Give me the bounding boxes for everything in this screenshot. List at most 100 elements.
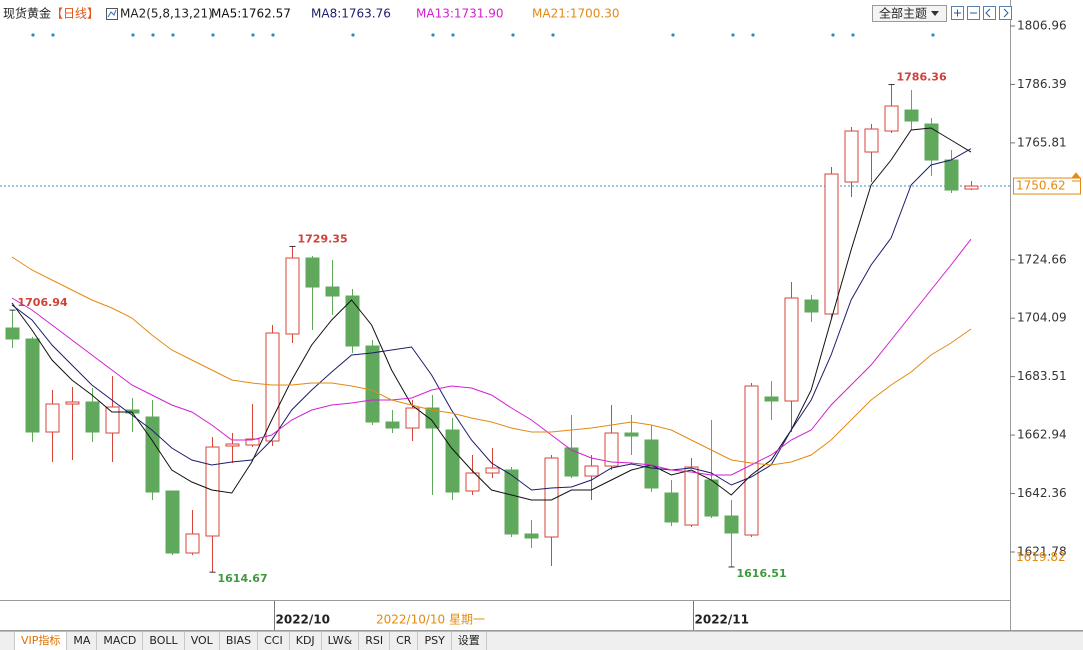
candle-down [325, 286, 340, 297]
candle-up [65, 401, 80, 405]
legend-entry: MA13:1731.90 [416, 7, 504, 21]
ma-line [11, 256, 972, 466]
y-tick-label: 1724.66 [1017, 252, 1067, 266]
dropdown-arrow [931, 11, 939, 16]
indicator-tab[interactable]: RSI [359, 632, 391, 650]
candle-up [285, 257, 300, 335]
y-tick-label: 1786.39 [1017, 77, 1067, 91]
candle-up [544, 457, 559, 538]
candle-up [105, 406, 120, 434]
y-tick-label: 1683.51 [1017, 369, 1067, 383]
candle-up [604, 432, 619, 467]
indicator-tab[interactable]: MACD [97, 632, 144, 650]
candle-down [724, 515, 739, 534]
legend-entry: MA5:1762.57 [211, 7, 291, 21]
y-tick-label: 1662.94 [1017, 428, 1067, 442]
candle-down [664, 492, 679, 523]
event-marker [751, 33, 755, 37]
candle-up [405, 407, 420, 429]
event-marker [851, 33, 855, 37]
y-tick-label: 1806.96 [1017, 19, 1067, 33]
indicator-tab[interactable]: BIAS [220, 632, 259, 650]
low-label: 1614.67 [218, 572, 268, 585]
candle-up [265, 332, 280, 442]
candle-up [684, 466, 699, 526]
candle-down [644, 439, 659, 489]
high-label: 1706.94 [18, 296, 68, 309]
toolbar [951, 6, 1012, 20]
indicator-name: MA2(5,8,13,21) [120, 7, 213, 21]
candle-up [185, 533, 200, 554]
event-marker [831, 33, 835, 37]
y-tick-label: 1621.78 [1017, 544, 1067, 558]
background [0, 0, 1083, 631]
event-marker [171, 33, 175, 37]
next-button[interactable] [999, 6, 1012, 20]
theme-button[interactable] [872, 5, 947, 22]
prev-button[interactable] [983, 6, 996, 20]
candle-down [704, 479, 719, 517]
indicator-tab[interactable]: KDJ [290, 632, 322, 650]
candle-up [485, 467, 500, 474]
cursor-date: 2022/10/10 星期一 [376, 613, 485, 627]
candle-up [205, 446, 220, 537]
x-tick-label: 2022/11 [695, 613, 749, 627]
y-tick-label: 1642.36 [1017, 486, 1067, 500]
candle-down [25, 338, 40, 433]
candle-up [465, 472, 480, 492]
event-marker [731, 33, 735, 37]
candle-up [245, 438, 260, 446]
low-label: 1616.51 [737, 567, 787, 580]
last-price-arrow [1070, 172, 1082, 182]
candle-down [804, 299, 819, 313]
event-marker [51, 33, 55, 37]
event-marker [671, 33, 675, 37]
indicator-tab[interactable]: BOLL [143, 632, 185, 650]
cursor-price: 1619.82 [1016, 550, 1066, 564]
indicator-tab[interactable]: LW& [322, 632, 360, 650]
indicator-tab[interactable]: CR [390, 632, 419, 650]
legend-entry: MA21:1700.30 [532, 7, 620, 21]
indicator-tab[interactable]: MA [67, 632, 98, 650]
legend-entry: MA8:1763.76 [311, 7, 391, 21]
indicator-tab[interactable]: VIP指标 [14, 632, 68, 650]
indicator-icon [107, 9, 117, 18]
indicator-tab[interactable]: 设置 [452, 632, 487, 650]
candle-down [924, 123, 939, 161]
y-tick-label: 1704.09 [1017, 311, 1067, 325]
candle-down [345, 295, 360, 347]
indicator-tab[interactable]: VOL [185, 632, 220, 650]
candle-down [904, 109, 919, 122]
indicator-tab[interactable]: CCI [258, 632, 290, 650]
candle-down [365, 345, 380, 423]
candle-up [744, 385, 759, 536]
candle-down [385, 421, 400, 429]
last-price-box [1013, 177, 1081, 195]
candle-up [225, 443, 240, 447]
indicator-icon[interactable] [106, 8, 118, 20]
candle-down [85, 401, 100, 433]
event-marker [931, 33, 935, 37]
candle-up [45, 403, 60, 433]
candle-up [844, 130, 859, 183]
ma-line [11, 148, 972, 491]
indicator-tab[interactable]: PSY [418, 632, 452, 650]
event-marker [211, 33, 215, 37]
high-label: 1786.36 [897, 71, 947, 84]
event-marker [551, 33, 555, 37]
x-tick-label: 2022/10 [276, 613, 330, 627]
toolbar-glyphs [954, 8, 1009, 18]
candle-down [445, 429, 460, 493]
ma-line [11, 127, 972, 501]
event-marker [451, 33, 455, 37]
event-marker [131, 33, 135, 37]
candle-down [944, 159, 959, 191]
candle-down [524, 533, 539, 539]
event-marker [351, 33, 355, 37]
theme-button-label[interactable]: 全部主题 [879, 6, 927, 21]
indicator-tabs: VIP指标 MA MACD BOLL VOL BIAS CCI KDJ LW& RSI CR PSY 设… [0, 631, 1083, 650]
candle-down [145, 416, 160, 493]
candle-down [504, 469, 519, 535]
candle-up [884, 105, 899, 132]
